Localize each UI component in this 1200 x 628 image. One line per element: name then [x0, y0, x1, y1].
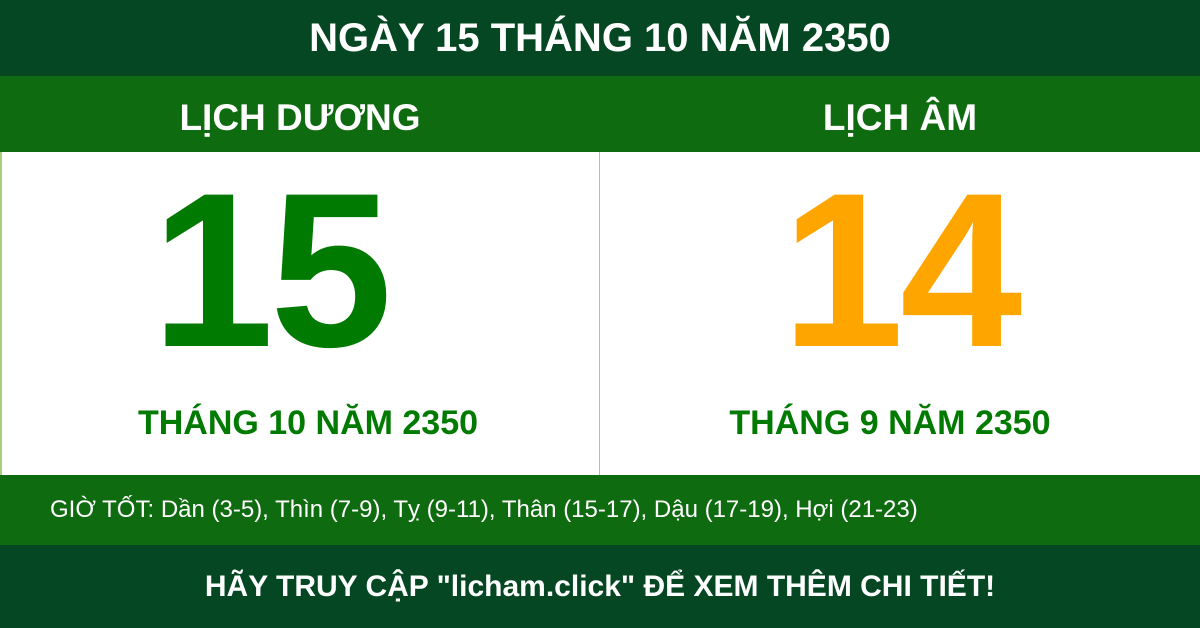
page-title: NGÀY 15 THÁNG 10 NĂM 2350	[0, 0, 1200, 76]
column-divider	[599, 152, 600, 475]
good-hours: GIỜ TỐT: Dần (3-5), Thìn (7-9), Tỵ (9-11…	[0, 475, 1200, 545]
calendar-header: LỊCH DƯƠNG LỊCH ÂM	[0, 76, 1200, 152]
lunar-month-year: THÁNG 9 NĂM 2350	[729, 404, 1051, 442]
solar-day: 15	[151, 147, 393, 393]
footer-cta: HÃY TRUY CẬP "licham.click" ĐỂ XEM THÊM …	[0, 545, 1200, 628]
lunar-calendar-label: LỊCH ÂM	[822, 97, 978, 138]
solar-calendar-label: LỊCH DƯƠNG	[179, 97, 421, 138]
lunar-day: 14	[781, 147, 1023, 393]
calendar-body	[0, 152, 1200, 475]
solar-month-year: THÁNG 10 NĂM 2350	[137, 404, 479, 442]
